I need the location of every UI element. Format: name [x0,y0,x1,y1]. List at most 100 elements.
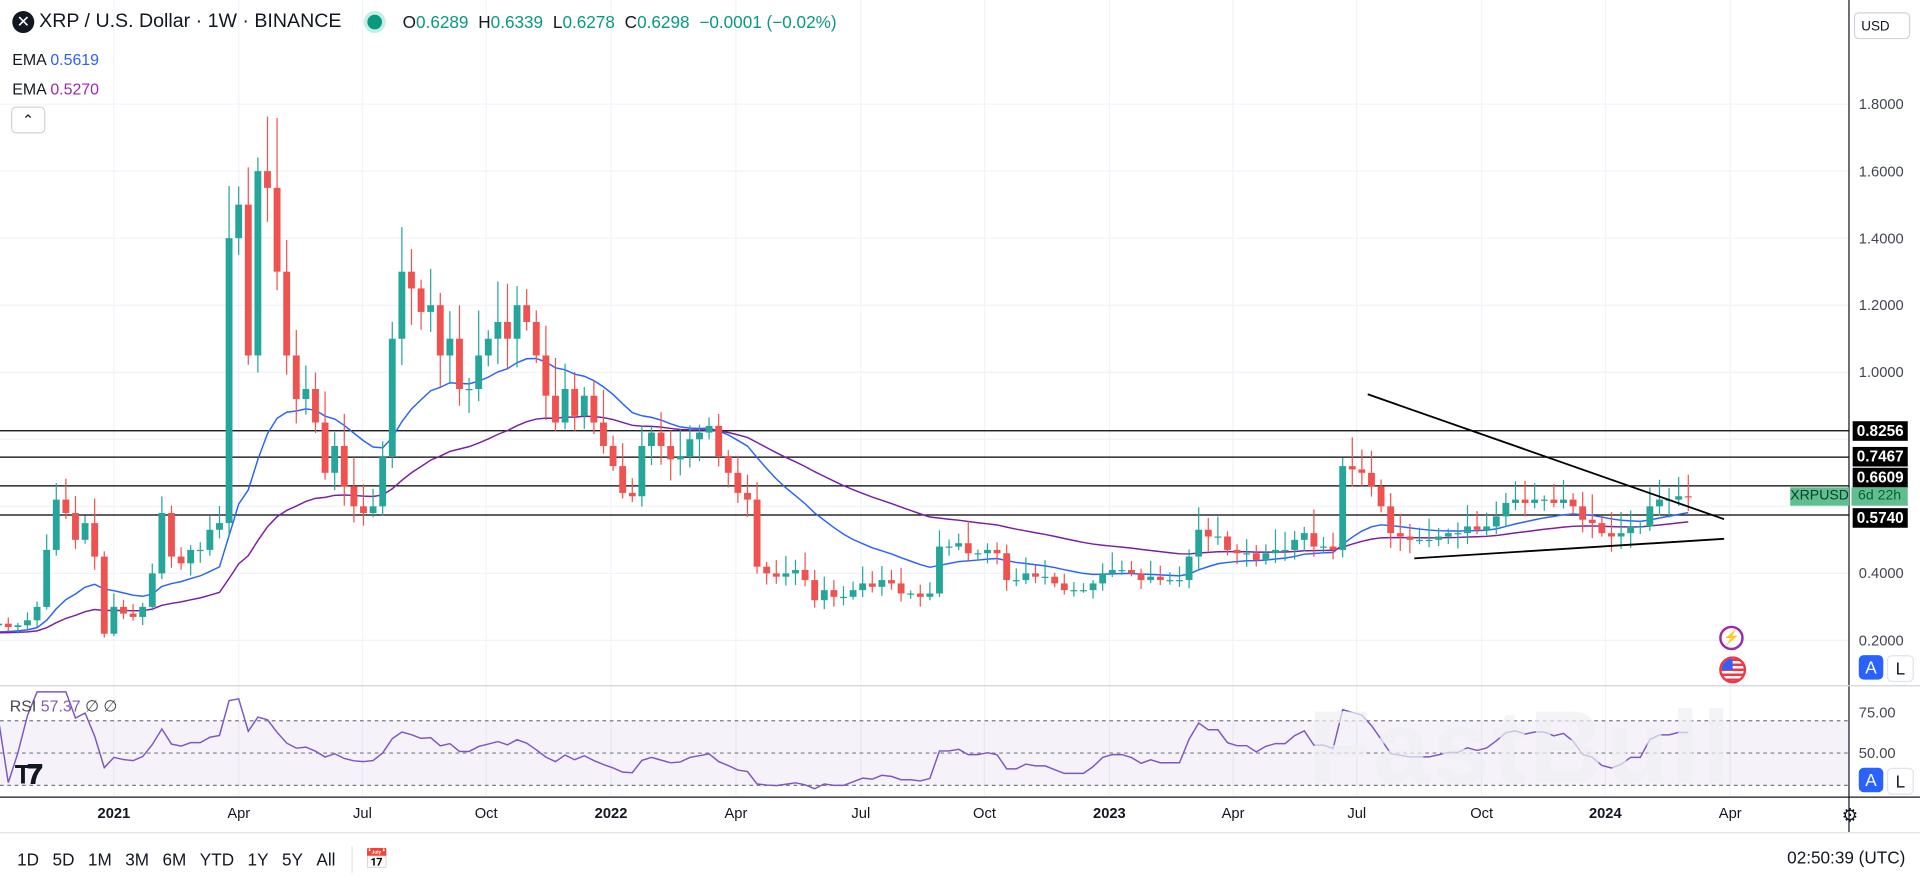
candle-body [110,606,118,634]
candle-body [974,553,982,555]
time-axis-label: Oct [474,804,498,822]
rsi-axis-label: 50.00 [1858,744,1896,762]
range-1m[interactable]: 1M [87,849,112,870]
time-axis-label: Apr [227,804,251,822]
rsi-log-scale-button[interactable]: L [1886,767,1914,795]
currency-button[interactable]: USD [1853,12,1911,40]
candle-body [456,338,463,390]
candle-body [1569,499,1577,507]
candle-body [561,389,569,423]
candle-body [1262,553,1270,560]
candle-body [1060,583,1068,591]
candle-body [1224,536,1231,550]
range-5d[interactable]: 5D [52,849,75,870]
candle-body [1032,573,1039,577]
candle-body [360,506,367,514]
candle-body [1540,499,1548,501]
rsi-auto-scale-button[interactable]: A [1858,767,1884,793]
range-1d[interactable]: 1D [17,849,40,870]
candle-body [398,271,406,339]
candle-body [1396,533,1404,537]
candle-body [1684,496,1692,498]
candle-body [1310,533,1318,547]
ema-slow-legend[interactable]: EMA 0.5270 [12,79,100,98]
candle-body [724,456,732,473]
candle-body [81,523,89,540]
range-5y[interactable]: 5Y [281,849,303,870]
chart-settings-icon[interactable]: ⚙ [1841,805,1859,827]
range-6m[interactable]: 6M [162,849,187,870]
candle-body [1492,516,1500,527]
candle-body [1560,499,1567,503]
candle-body [1598,523,1606,534]
candle-body [1080,590,1087,592]
rsi-line [0,691,1689,790]
candle-body [1176,580,1183,582]
candle-body [1137,573,1145,581]
range-ytd[interactable]: YTD [199,849,235,870]
lightning-icon[interactable]: ⚡ [1719,625,1744,651]
candle-body [196,549,204,552]
candle-body [216,523,223,530]
candle-body [129,613,137,617]
candle-body [609,445,617,467]
candle-body [100,556,108,634]
ohlc-close: C0.6298 [624,12,690,32]
us-flag-icon[interactable] [1719,656,1747,684]
time-axis-label: 2022 [594,804,628,822]
range-all[interactable]: All [316,849,336,870]
candle-body [312,389,319,423]
candle-body [1291,539,1299,550]
candle-body [1435,536,1443,540]
candle-body [657,432,665,446]
candle-body [33,606,41,621]
time-axis-label: 2024 [1588,804,1622,822]
candle-body [532,321,540,356]
candle-body [475,355,483,390]
candle-body [1252,553,1260,560]
clock[interactable]: 02:50:39 (UTC) [1787,847,1906,867]
candle-body [1204,529,1212,537]
symbol-header: ✕ XRP / U.S. Dollar · 1W · BINANCE O0.62… [12,11,846,34]
candle-body [0,623,3,626]
candle-body [1579,506,1587,520]
candle-body [427,305,435,312]
tradingview-logo[interactable]: T𝟕 [14,759,43,790]
candle-body [840,596,847,599]
range-3m[interactable]: 3M [125,849,150,870]
bar-countdown: 6d 22h [1851,487,1908,506]
candle-body [1022,573,1030,581]
calendar-icon[interactable]: 📅 [364,849,390,871]
candle-body [1099,573,1107,584]
candle-body [148,573,156,607]
ema-fast-legend[interactable]: EMA 0.5619 [12,50,100,69]
candle-body [52,499,60,550]
collapse-legend-button[interactable]: ⌃ [11,106,46,134]
time-axis-label: 2021 [97,804,131,822]
watermark: FastBull [1307,689,1734,805]
range-1y[interactable]: 1Y [247,849,269,870]
level-label: 0.8256 [1852,421,1908,441]
log-scale-button[interactable]: L [1886,655,1914,683]
rsi-legend[interactable]: RSI 57.37 ∅ ∅ [9,696,118,716]
candle-body [667,445,675,460]
candle-body [1656,499,1663,507]
candle-body [1195,529,1203,557]
auto-scale-button[interactable]: A [1858,655,1884,680]
candle-body [1281,549,1289,552]
candle-body [206,529,214,550]
candle-body [1416,539,1423,542]
market-status-icon [363,11,386,34]
candle-body [1550,499,1558,503]
candle-body [4,623,12,628]
candle-body [792,570,799,574]
candle-body [1118,570,1126,572]
candle-body [1387,506,1395,534]
candle-body [955,543,963,547]
symbol-title[interactable]: XRP / U.S. Dollar · 1W · BINANCE [39,11,342,32]
candle-body [254,171,262,356]
candle-body [292,355,300,400]
ohlc-low: L0.6278 [552,12,615,32]
